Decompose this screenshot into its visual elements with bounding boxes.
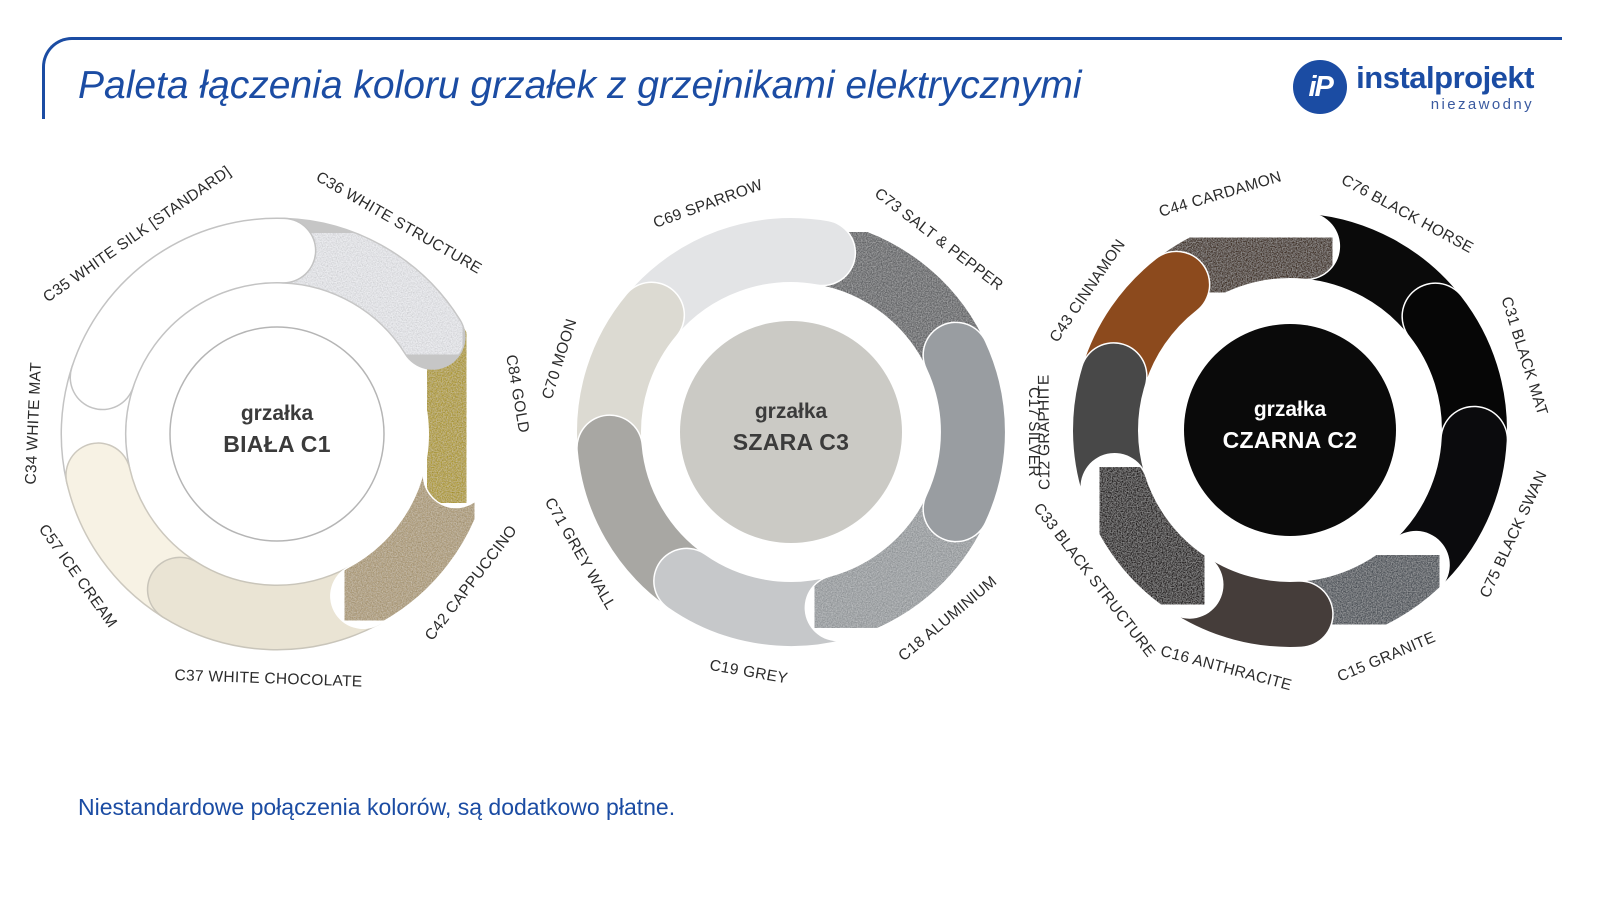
segment-label-c34: C34 WHITE MAT [23,362,45,485]
logo-text: instalprojekt niezawodny [1356,60,1534,113]
segment-label-c17: C17 SILVER [1025,387,1042,477]
logo-name: instalprojekt [1356,60,1534,95]
segment-label-c12: C12 GRAPHITE [1035,374,1053,490]
logo-monogram-icon: iP [1293,60,1348,114]
logo-tagline: niezawodny [1430,95,1534,113]
center-label-line2: BIAŁA C1 [223,431,331,457]
segment-c33 [1082,454,1222,618]
header-rule [42,37,1562,119]
segment-c17 [923,323,1005,541]
center-label-line1: grzałka [755,400,828,423]
segment-c35 [71,219,315,409]
wheel-center-szara-c3 [680,321,902,543]
segment-label-c16: C16 ANTHRACITE [1159,643,1294,694]
brand-logo: iP instalprojekt niezawodny [1293,60,1534,114]
center-label-line2: SZARA C3 [733,429,850,455]
segment-label-c37: C37 WHITE CHOCOLATE [174,667,362,691]
wheel-center-czarna-c2 [1184,324,1396,536]
page-title: Paleta łączenia koloru grzałek z grzejni… [78,64,1082,107]
segment-label-c44: C44 CARDAMON [1157,168,1283,220]
segment-label-c70: C70 MOON [539,317,580,402]
wheel-center-biala-c1 [169,326,385,542]
center-label-line1: grzałka [1254,398,1327,421]
center-label-line1: grzałka [241,402,314,425]
logo-monogram-text: iP [1308,70,1333,103]
segment-label-c84: C84 GOLD [502,353,532,434]
segment-label-c19: C19 GREY [708,657,789,687]
footer-note: Niestandardowe połączenia kolorów, są do… [78,794,676,820]
center-label-line2: CZARNA C2 [1223,427,1358,453]
